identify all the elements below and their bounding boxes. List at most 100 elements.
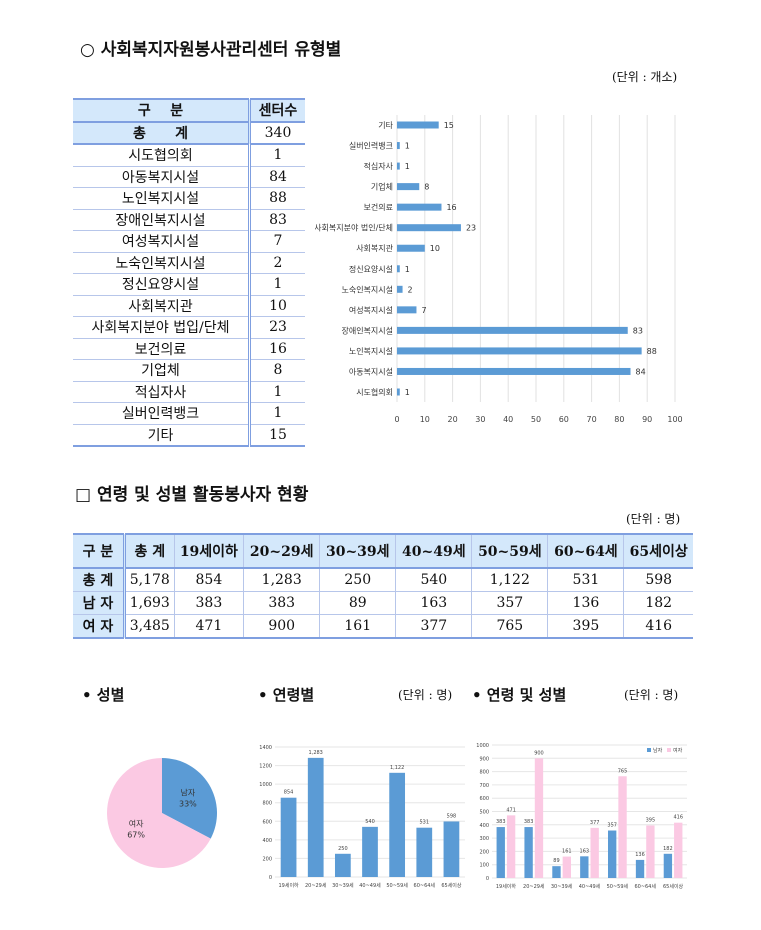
row-label: 보건의료: [73, 338, 250, 360]
agesex-unit: (단위 : 명): [624, 688, 679, 702]
data-label: 1,283: [309, 750, 323, 756]
row-label: 기업체: [73, 359, 250, 382]
x-tick-label: 30: [475, 415, 485, 424]
table-cell: 471: [173, 614, 244, 639]
x-tick-label: 60~64세: [634, 883, 656, 890]
x-tick-label: 80: [614, 415, 624, 424]
bar: [663, 853, 673, 878]
row-value: 88: [248, 187, 305, 210]
bar: [334, 853, 351, 877]
bar: [635, 859, 645, 878]
center-type-bar-chart: 0 10 20 30 40 50 60 70 80 90 100 시도협의회 1 아동복지시설 84 노인복지…: [315, 115, 683, 424]
header-count: 센터수: [248, 98, 305, 123]
table-row: 노숙인복지시설 2: [73, 252, 305, 274]
row-value: 1: [248, 273, 305, 296]
legend-label: 여자: [673, 747, 683, 754]
y-tick-label: 0: [269, 875, 272, 881]
data-label: 7: [421, 306, 426, 315]
table-cell: 163: [395, 591, 472, 615]
table-cell: 540: [395, 568, 472, 592]
table-cell: 854: [173, 568, 244, 592]
data-label: 1: [405, 162, 410, 171]
x-tick-label: 19세이하: [496, 883, 517, 890]
data-label: 471: [506, 807, 516, 813]
table-row: 적십자사 1: [73, 381, 305, 403]
y-tick-label: 900: [479, 756, 489, 762]
bar: [397, 244, 425, 252]
y-tick-label: 600: [479, 796, 489, 802]
table-cell: 136: [547, 591, 624, 615]
column-header: 19세이하: [173, 533, 244, 569]
row-label: 시도협의회: [73, 144, 250, 167]
category-label: 시도협의회: [356, 387, 393, 397]
row-value: 84: [248, 166, 305, 188]
category-label: 정신요양시설: [349, 264, 393, 274]
gender-pie-chart: 남자 33% 여자 67%: [106, 758, 217, 868]
x-tick-label: 65세이상: [441, 882, 462, 889]
row-value: 1: [248, 144, 305, 167]
data-label: 250: [338, 846, 348, 852]
y-tick-label: 700: [479, 783, 489, 789]
bar: [618, 776, 627, 878]
x-tick-label: 20~29세: [523, 883, 545, 890]
table-cell: 383: [243, 591, 320, 615]
bar: [524, 827, 533, 878]
x-tick-label: 19세이하: [278, 882, 299, 889]
data-label: 23: [466, 224, 476, 233]
table-row: 여 자 3,485 471 900 161 377 765 395 416: [73, 614, 693, 639]
data-label: 357: [607, 823, 617, 829]
x-tick-label: 20~29세: [305, 882, 327, 889]
x-tick-label: 40: [503, 415, 513, 424]
data-label: 598: [447, 813, 457, 819]
x-tick-label: 40~49세: [579, 883, 601, 890]
y-tick-label: 300: [479, 836, 489, 842]
data-label: 8: [424, 183, 429, 192]
y-tick-label: 0: [486, 876, 489, 882]
data-label: 182: [663, 846, 673, 852]
table-cell: 1,693: [124, 591, 175, 615]
legend-label: 남자: [653, 747, 663, 754]
bar: [397, 224, 461, 232]
y-tick-label: 600: [262, 819, 272, 825]
x-tick-label: 30~39세: [551, 883, 573, 890]
column-header: 구 분: [73, 533, 126, 569]
data-label: 136: [635, 852, 645, 858]
data-label: 1,122: [390, 765, 404, 771]
slice-percent: 33%: [179, 799, 197, 808]
data-label: 1: [405, 142, 410, 151]
data-label: 89: [553, 858, 559, 864]
row-value: 16: [248, 338, 305, 360]
y-tick-label: 1200: [259, 764, 272, 770]
table-row: 실버인력뱅크 1: [73, 402, 305, 425]
x-tick-label: 50: [531, 415, 541, 424]
data-label: 84: [636, 367, 646, 376]
row-label: 기타: [73, 424, 250, 447]
data-label: 531: [420, 820, 430, 826]
y-tick-label: 500: [479, 810, 489, 816]
data-label: 395: [646, 817, 656, 823]
y-tick-label: 100: [479, 863, 489, 869]
table-cell: 182: [623, 591, 693, 615]
row-value: 7: [248, 230, 305, 253]
y-tick-label: 400: [479, 823, 489, 829]
age-unit: (단위 : 명): [398, 688, 453, 702]
slice-percent: 67%: [127, 831, 145, 840]
section2-unit: (단위 : 명): [626, 512, 681, 526]
x-tick-label: 70: [587, 415, 597, 424]
row-value: 1: [248, 381, 305, 403]
y-tick-label: 200: [479, 849, 489, 855]
data-label: 1: [405, 388, 410, 397]
x-tick-label: 50~59세: [607, 883, 629, 890]
category-label: 사회복지분야 법인/단체: [315, 223, 393, 233]
slice-label: 남자: [181, 788, 196, 797]
y-tick-label: 200: [262, 856, 272, 862]
bar: [590, 827, 599, 878]
bar: [397, 265, 400, 273]
x-tick-label: 40~49세: [359, 882, 381, 889]
bar: [397, 162, 400, 170]
data-label: 540: [365, 819, 375, 825]
x-tick-label: 30~39세: [332, 882, 354, 889]
table-cell: 1,283: [243, 568, 320, 592]
column-header: 40~49세: [395, 533, 472, 569]
table-row: 노인복지시설 88: [73, 187, 305, 210]
